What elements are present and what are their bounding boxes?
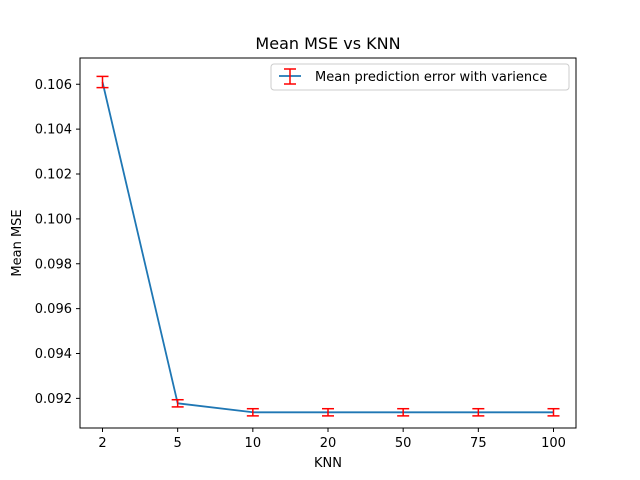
- legend-box: [270, 63, 570, 91]
- y-axis: 0.092 0.094 0.096 0.098 0.100 0.102 0.104 0.106: [35, 78, 80, 407]
- error-bar: [397, 407, 410, 417]
- error-bar: [246, 407, 259, 417]
- legend-label: Mean prediction error with varience: [315, 70, 547, 85]
- error-bar: [322, 407, 334, 417]
- y-tick-label: 0.096: [35, 302, 72, 317]
- y-tick-label: 0.104: [35, 123, 72, 138]
- x-tick-label: 2: [98, 436, 106, 451]
- x-axis-label: KNN: [314, 456, 342, 471]
- y-tick-label: 0.092: [35, 392, 72, 407]
- x-axis: 2 5 10 20 50 75 100: [98, 428, 566, 451]
- y-tick-label: 0.094: [35, 347, 72, 362]
- legend: Mean prediction error with varience: [270, 63, 570, 91]
- error-bar: [96, 75, 109, 89]
- error-bar: [472, 407, 485, 417]
- y-tick-label: 0.102: [35, 168, 72, 183]
- y-tick-label: 0.106: [35, 78, 72, 93]
- y-tick-label: 0.098: [35, 257, 72, 272]
- error-bar: [171, 398, 184, 408]
- x-tick-label: 100: [541, 436, 566, 451]
- x-tick-label: 20: [320, 436, 337, 451]
- x-tick-label: 5: [174, 436, 182, 451]
- error-bar: [547, 407, 560, 417]
- x-tick-label: 75: [470, 436, 487, 451]
- x-tick-label: 50: [395, 436, 412, 451]
- plot-area: [96, 75, 560, 417]
- x-tick-label: 10: [245, 436, 262, 451]
- y-axis-label: Mean MSE: [10, 209, 25, 276]
- chart-title: Mean MSE vs KNN: [255, 34, 400, 53]
- y-tick-label: 0.100: [35, 212, 72, 227]
